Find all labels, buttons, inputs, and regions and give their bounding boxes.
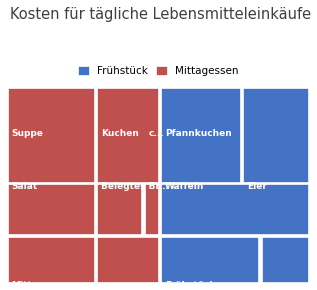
Bar (8, 88, 95, 183)
Text: Eier: Eier (247, 182, 267, 191)
Text: Kuchen: Kuchen (101, 129, 139, 138)
Bar (145, 184, 159, 235)
Bar (243, 88, 309, 183)
Text: Kosten für tägliche Lebensmitteleinkäufe: Kosten für tägliche Lebensmitteleinkäufe (10, 7, 311, 22)
Text: Pfannkuchen: Pfannkuchen (165, 129, 232, 138)
Bar (8, 237, 95, 283)
Text: Frühstück: Frühstück (165, 281, 216, 290)
Bar (161, 88, 241, 183)
Bar (8, 184, 95, 235)
Bar (262, 237, 309, 283)
Text: Salat: Salat (11, 182, 37, 191)
Text: Mittagessen: Mittagessen (11, 281, 74, 290)
Text: Belegtes Br...: Belegtes Br... (101, 182, 169, 191)
Text: Waffeln: Waffeln (165, 182, 204, 191)
Text: c...: c... (148, 129, 164, 138)
Text: Kaffee: Kaffee (265, 81, 299, 90)
Bar (161, 184, 309, 235)
Bar (97, 237, 159, 283)
Bar (97, 184, 142, 235)
Bar (97, 88, 159, 183)
Bar (161, 237, 259, 283)
Text: Suppe: Suppe (11, 129, 43, 138)
Text: Kaffee: Kaffee (101, 81, 134, 90)
Text: Eistee: Eistee (11, 81, 42, 90)
Legend: Frühstück, Mittagessen: Frühstück, Mittagessen (78, 66, 239, 76)
Text: Tee: Tee (165, 81, 182, 90)
